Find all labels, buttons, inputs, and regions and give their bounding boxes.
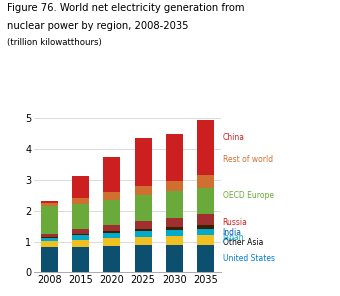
Text: Figure 76. World net electricity generation from: Figure 76. World net electricity generat… [7, 3, 244, 13]
Text: United States: United States [223, 254, 275, 263]
Bar [72, 198, 89, 204]
Text: Rest of world: Rest of world [223, 155, 273, 163]
Text: Russia: Russia [223, 218, 248, 227]
Text: India: India [223, 228, 241, 237]
Bar [41, 241, 58, 247]
Bar [72, 234, 89, 235]
Bar [72, 176, 89, 198]
Text: Japan: Japan [223, 233, 244, 242]
Bar [166, 230, 183, 236]
Bar [103, 246, 120, 272]
Bar [135, 221, 152, 229]
Bar [72, 247, 89, 272]
Bar [166, 181, 183, 191]
Bar [41, 203, 58, 206]
Bar [41, 237, 58, 241]
Text: (trillion kilowatthours): (trillion kilowatthours) [7, 38, 102, 47]
Bar [135, 186, 152, 195]
Bar [166, 245, 183, 272]
Bar [197, 235, 214, 245]
Bar [41, 206, 58, 234]
Bar [103, 231, 120, 233]
Bar [103, 233, 120, 238]
Bar [166, 227, 183, 230]
Bar [103, 200, 120, 225]
Text: OECD Europe: OECD Europe [223, 191, 274, 200]
Bar [103, 157, 120, 192]
Bar [41, 247, 58, 272]
Bar [135, 237, 152, 245]
Bar [135, 245, 152, 272]
Bar [72, 235, 89, 240]
Bar [72, 240, 89, 247]
Bar [197, 175, 214, 188]
Bar [135, 229, 152, 231]
Bar [41, 234, 58, 237]
Bar [72, 229, 89, 234]
Bar [166, 236, 183, 245]
Bar [166, 191, 183, 218]
Bar [41, 201, 58, 203]
Bar [197, 229, 214, 235]
Bar [135, 195, 152, 221]
Bar [135, 138, 152, 186]
Text: nuclear power by region, 2008-2035: nuclear power by region, 2008-2035 [7, 21, 188, 31]
Bar [166, 134, 183, 181]
Bar [166, 218, 183, 227]
Bar [135, 231, 152, 237]
Bar [103, 192, 120, 200]
Text: Other Asia: Other Asia [223, 238, 263, 247]
Bar [197, 245, 214, 272]
Bar [103, 225, 120, 231]
Bar [197, 225, 214, 229]
Bar [72, 204, 89, 229]
Text: China: China [223, 133, 244, 142]
Bar [197, 213, 214, 225]
Bar [197, 188, 214, 213]
Bar [103, 238, 120, 246]
Bar [197, 120, 214, 175]
